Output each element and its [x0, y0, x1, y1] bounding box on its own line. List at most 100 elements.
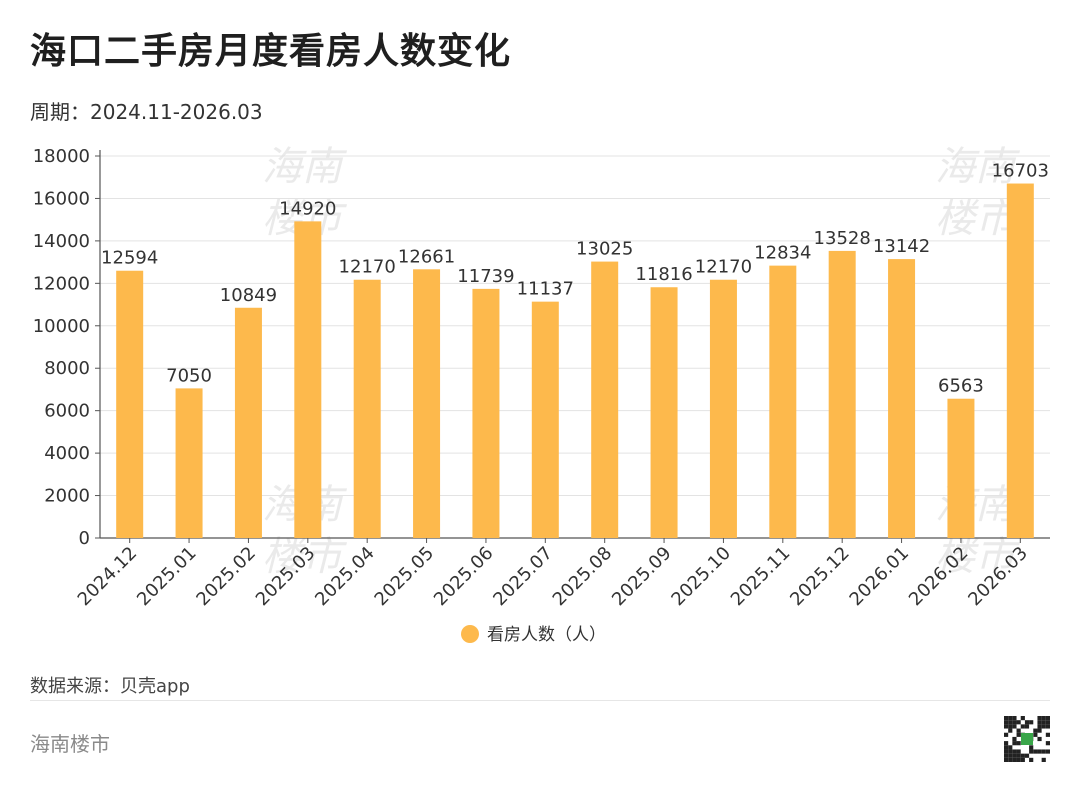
qr-cell — [1041, 757, 1046, 762]
qr-cell — [1045, 716, 1050, 721]
qr-cell — [1029, 749, 1034, 754]
qr-cell — [1033, 749, 1038, 754]
qr-cell — [1037, 724, 1042, 729]
chart-title: 海口二手房月度看房人数变化 — [30, 31, 512, 72]
qr-cell — [1012, 749, 1017, 754]
qr-cell — [1024, 753, 1030, 758]
qr-cell — [1004, 753, 1009, 758]
bars — [116, 183, 1034, 539]
qr-cell — [1037, 749, 1042, 754]
qr-cell — [1037, 736, 1042, 742]
data-label-2026.02: 6563 — [938, 376, 984, 397]
watermark-text-1-b: 楼市 — [935, 196, 1020, 242]
qr-center-logo — [1021, 733, 1033, 745]
brand-name: 海南楼市 — [30, 732, 110, 756]
qr-cell — [1033, 732, 1038, 737]
qr-cell — [1037, 720, 1042, 725]
y-tick-label-5: 10000 — [33, 316, 90, 337]
qr-cell — [1016, 728, 1021, 733]
x-tick-label-2026.01: 2026.01 — [846, 543, 913, 610]
data-label-2025.09: 11816 — [635, 264, 692, 285]
bar-2025.10 — [709, 279, 737, 538]
qr-cell — [1004, 716, 1009, 721]
qr-cell — [1012, 716, 1017, 721]
qr-cell — [1012, 757, 1017, 762]
qr-cell — [1004, 741, 1009, 746]
qr-cell — [1020, 724, 1025, 729]
data-label-2025.05: 12661 — [398, 246, 455, 267]
qr-cell — [1045, 720, 1050, 725]
x-tick-label-2025.11: 2025.11 — [727, 543, 794, 610]
bar-2024.12 — [116, 270, 144, 538]
bar-2025.05 — [413, 269, 441, 538]
qr-cell — [1008, 724, 1013, 729]
x-tick-label-2025.06: 2025.06 — [430, 543, 497, 610]
bar-2026.03 — [1006, 183, 1034, 539]
bar-2026.01 — [888, 259, 916, 538]
qr-cell — [1004, 720, 1009, 725]
qr-cell — [1004, 749, 1009, 754]
qr-cell — [1020, 757, 1025, 762]
bar-2026.02 — [947, 398, 975, 538]
legend-label: 看房人数（人） — [487, 625, 606, 645]
x-tick-label-2025.05: 2025.05 — [371, 543, 438, 610]
data-label-2025.04: 12170 — [339, 257, 396, 278]
y-tick-label-2: 4000 — [44, 443, 90, 464]
bar-2025.07 — [531, 301, 559, 538]
data-label-2025.02: 10849 — [220, 285, 277, 306]
qr-cell — [1016, 757, 1021, 762]
x-tick-label-2024.12: 2024.12 — [74, 543, 141, 610]
data-label-2025.08: 13025 — [576, 239, 633, 260]
qr-cell — [1012, 720, 1017, 725]
qr-cell — [1024, 724, 1030, 729]
bar-2025.11 — [769, 265, 797, 538]
qr-cell — [1024, 720, 1030, 725]
qr-cell — [1004, 757, 1009, 762]
legend: 看房人数（人） — [461, 625, 606, 645]
qr-cell — [1016, 753, 1021, 758]
qr-cell — [1008, 757, 1013, 762]
qr-cell — [1020, 716, 1025, 721]
qr-cell — [1041, 720, 1046, 725]
qr-cell — [1033, 728, 1038, 733]
y-tick-label-6: 12000 — [33, 273, 90, 294]
watermark-text-0-a: 海南 — [262, 144, 348, 190]
qr-cell — [1045, 732, 1050, 737]
y-tick-label-8: 16000 — [33, 188, 90, 209]
qr-cell — [1004, 732, 1009, 737]
bar-2025.04 — [353, 279, 381, 538]
chart-subtitle: 周期：2024.11-2026.03 — [30, 100, 263, 124]
x-tick-label-2025.09: 2025.09 — [608, 543, 675, 610]
qr-code-icon — [1004, 716, 1050, 762]
x-tick-label-2025.12: 2025.12 — [786, 543, 853, 610]
qr-cell — [1008, 728, 1013, 733]
qr-cell — [1045, 749, 1050, 754]
data-label-2025.12: 13528 — [814, 228, 871, 249]
qr-cell — [1008, 716, 1013, 721]
y-tick-label-3: 6000 — [44, 401, 90, 422]
qr-cell — [1029, 745, 1034, 750]
qr-cell — [1016, 720, 1021, 725]
data-label-2026.01: 13142 — [873, 236, 930, 257]
qr-cell — [1041, 716, 1046, 721]
qr-cell — [1012, 753, 1017, 758]
qr-cell — [1037, 716, 1042, 721]
data-label-2025.07: 11137 — [517, 279, 574, 300]
bar-2025.09 — [650, 287, 678, 538]
bar-2025.02 — [234, 307, 262, 538]
qr-cell — [1012, 736, 1017, 742]
qr-cell — [1008, 745, 1013, 750]
data-source: 数据来源：贝壳app — [30, 676, 190, 697]
x-tick-label-2025.01: 2025.01 — [133, 543, 200, 610]
data-label-2025.03: 14920 — [279, 198, 336, 219]
bar-2025.08 — [591, 261, 619, 538]
y-tick-label-1: 2000 — [44, 486, 90, 507]
qr-cell — [1041, 724, 1046, 729]
bar-2025.01 — [175, 388, 203, 538]
watermark-text-3-b: 楼市 — [935, 534, 1020, 580]
qr-cell — [1041, 749, 1046, 754]
x-tick-label-2025.08: 2025.08 — [549, 543, 616, 610]
footer-divider — [30, 700, 1050, 701]
qr-cell — [1045, 741, 1050, 746]
